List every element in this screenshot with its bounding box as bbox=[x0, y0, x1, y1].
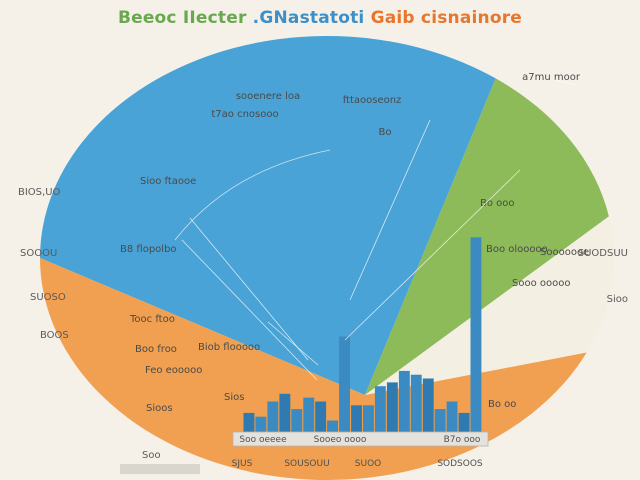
side-label: SUODSUU bbox=[578, 248, 628, 259]
bar-c19 bbox=[458, 412, 470, 432]
side-labels: BIOS,UO SOOOU SUOSO BOOS SUODSUU Sioo Soo bbox=[18, 187, 628, 474]
bar-c2 bbox=[255, 416, 267, 432]
side-label: Sioo bbox=[607, 294, 628, 305]
bar-x-label: Soo oeeee bbox=[239, 435, 287, 445]
bar-bottom-label: SUOO bbox=[355, 459, 381, 469]
pie-label: fttaooseonz bbox=[343, 95, 402, 106]
bar-bottom-label: SJUS bbox=[232, 459, 253, 469]
chart-title-part-b: .GNastatoti bbox=[252, 8, 365, 28]
leader-line bbox=[181, 239, 318, 381]
pie-label: Boo froo bbox=[135, 344, 177, 355]
bar-bottom-label: SOUSOUU bbox=[284, 459, 329, 469]
bar-c14 bbox=[398, 370, 410, 432]
bar-c8 bbox=[327, 420, 338, 432]
bar-c9 bbox=[339, 336, 350, 432]
leader-line bbox=[267, 321, 319, 366]
bar-x-label: Sooeo oooo bbox=[314, 435, 367, 445]
pie-slice-green bbox=[365, 78, 609, 395]
chart-title-part-c: Gaib cisnainore bbox=[370, 8, 523, 28]
pie-labels: a7mu moor sooenere loa fttaooseonz t7ao cno… bbox=[120, 72, 589, 414]
pie-label: Sioos bbox=[146, 403, 173, 414]
pie-slice-blue bbox=[40, 35, 496, 396]
chart-title: Beeoc IIecter .GNastatoti Gaib cisnainor… bbox=[0, 8, 640, 28]
bar-c4 bbox=[279, 393, 291, 432]
pie-label: sooenere loa bbox=[236, 91, 300, 102]
leader-line bbox=[349, 119, 431, 301]
pie-label: Bo oo bbox=[488, 399, 516, 410]
pie-label: Sioo ftaooe bbox=[140, 176, 196, 187]
pie-label: Sooooooe bbox=[540, 247, 589, 258]
pie-label: a7mu moor bbox=[522, 72, 581, 83]
pie-label: Boo olooooo bbox=[486, 244, 548, 255]
pie-chart bbox=[40, 35, 615, 480]
footer-strip bbox=[120, 464, 200, 474]
bar-c18 bbox=[446, 401, 458, 432]
pie-label: B8 flopolbo bbox=[120, 244, 177, 255]
leader-line bbox=[189, 217, 309, 361]
bar-c10 bbox=[351, 405, 362, 432]
side-label: SUOSO bbox=[30, 292, 66, 303]
bar-chart bbox=[243, 237, 482, 432]
side-label: BOOS bbox=[40, 330, 69, 341]
pie-label: Tooc ftoo bbox=[129, 314, 175, 325]
side-label: Soo bbox=[142, 450, 161, 461]
bar-c1 bbox=[243, 412, 255, 432]
bar-c13 bbox=[386, 382, 398, 432]
chart-title-part-a: Beeoc IIecter bbox=[117, 8, 247, 28]
bar-c17 bbox=[434, 409, 446, 432]
bar-c12 bbox=[374, 386, 386, 432]
side-label: SOOOU bbox=[20, 248, 57, 259]
bar-axis-band bbox=[232, 431, 489, 447]
bar-c16 bbox=[422, 378, 434, 432]
leader-arc bbox=[174, 149, 331, 241]
pie-label: t7ao cnosooo bbox=[211, 109, 278, 120]
pie-slice-cream bbox=[365, 216, 615, 395]
pie-label: Bo bbox=[379, 127, 392, 138]
pie-label: Sios bbox=[224, 392, 244, 403]
pie-label: Bo ooo bbox=[480, 198, 515, 209]
bar-c6 bbox=[303, 397, 315, 432]
bar-c5 bbox=[291, 409, 303, 432]
pie-label: Biob flooooo bbox=[198, 342, 260, 353]
leader-line bbox=[554, 79, 576, 86]
bar-c15 bbox=[410, 374, 422, 432]
pie-label: Sooo ooooo bbox=[512, 278, 570, 289]
bar-bottom-label: SODSOOS bbox=[437, 459, 483, 469]
side-label: BIOS,UO bbox=[18, 187, 61, 198]
bar-axis: Soo oeeee Sooeo oooo B7o ooo SJUS SOUSOUU SUO… bbox=[232, 431, 489, 469]
bar-c3 bbox=[267, 401, 279, 432]
bar-x-label: B7o ooo bbox=[444, 435, 481, 445]
bar-c11 bbox=[363, 405, 374, 432]
bar-c20 bbox=[470, 237, 482, 432]
bar-c7 bbox=[315, 401, 327, 432]
pie-label: Feo eooooo bbox=[145, 365, 202, 376]
leader-line bbox=[344, 169, 521, 341]
